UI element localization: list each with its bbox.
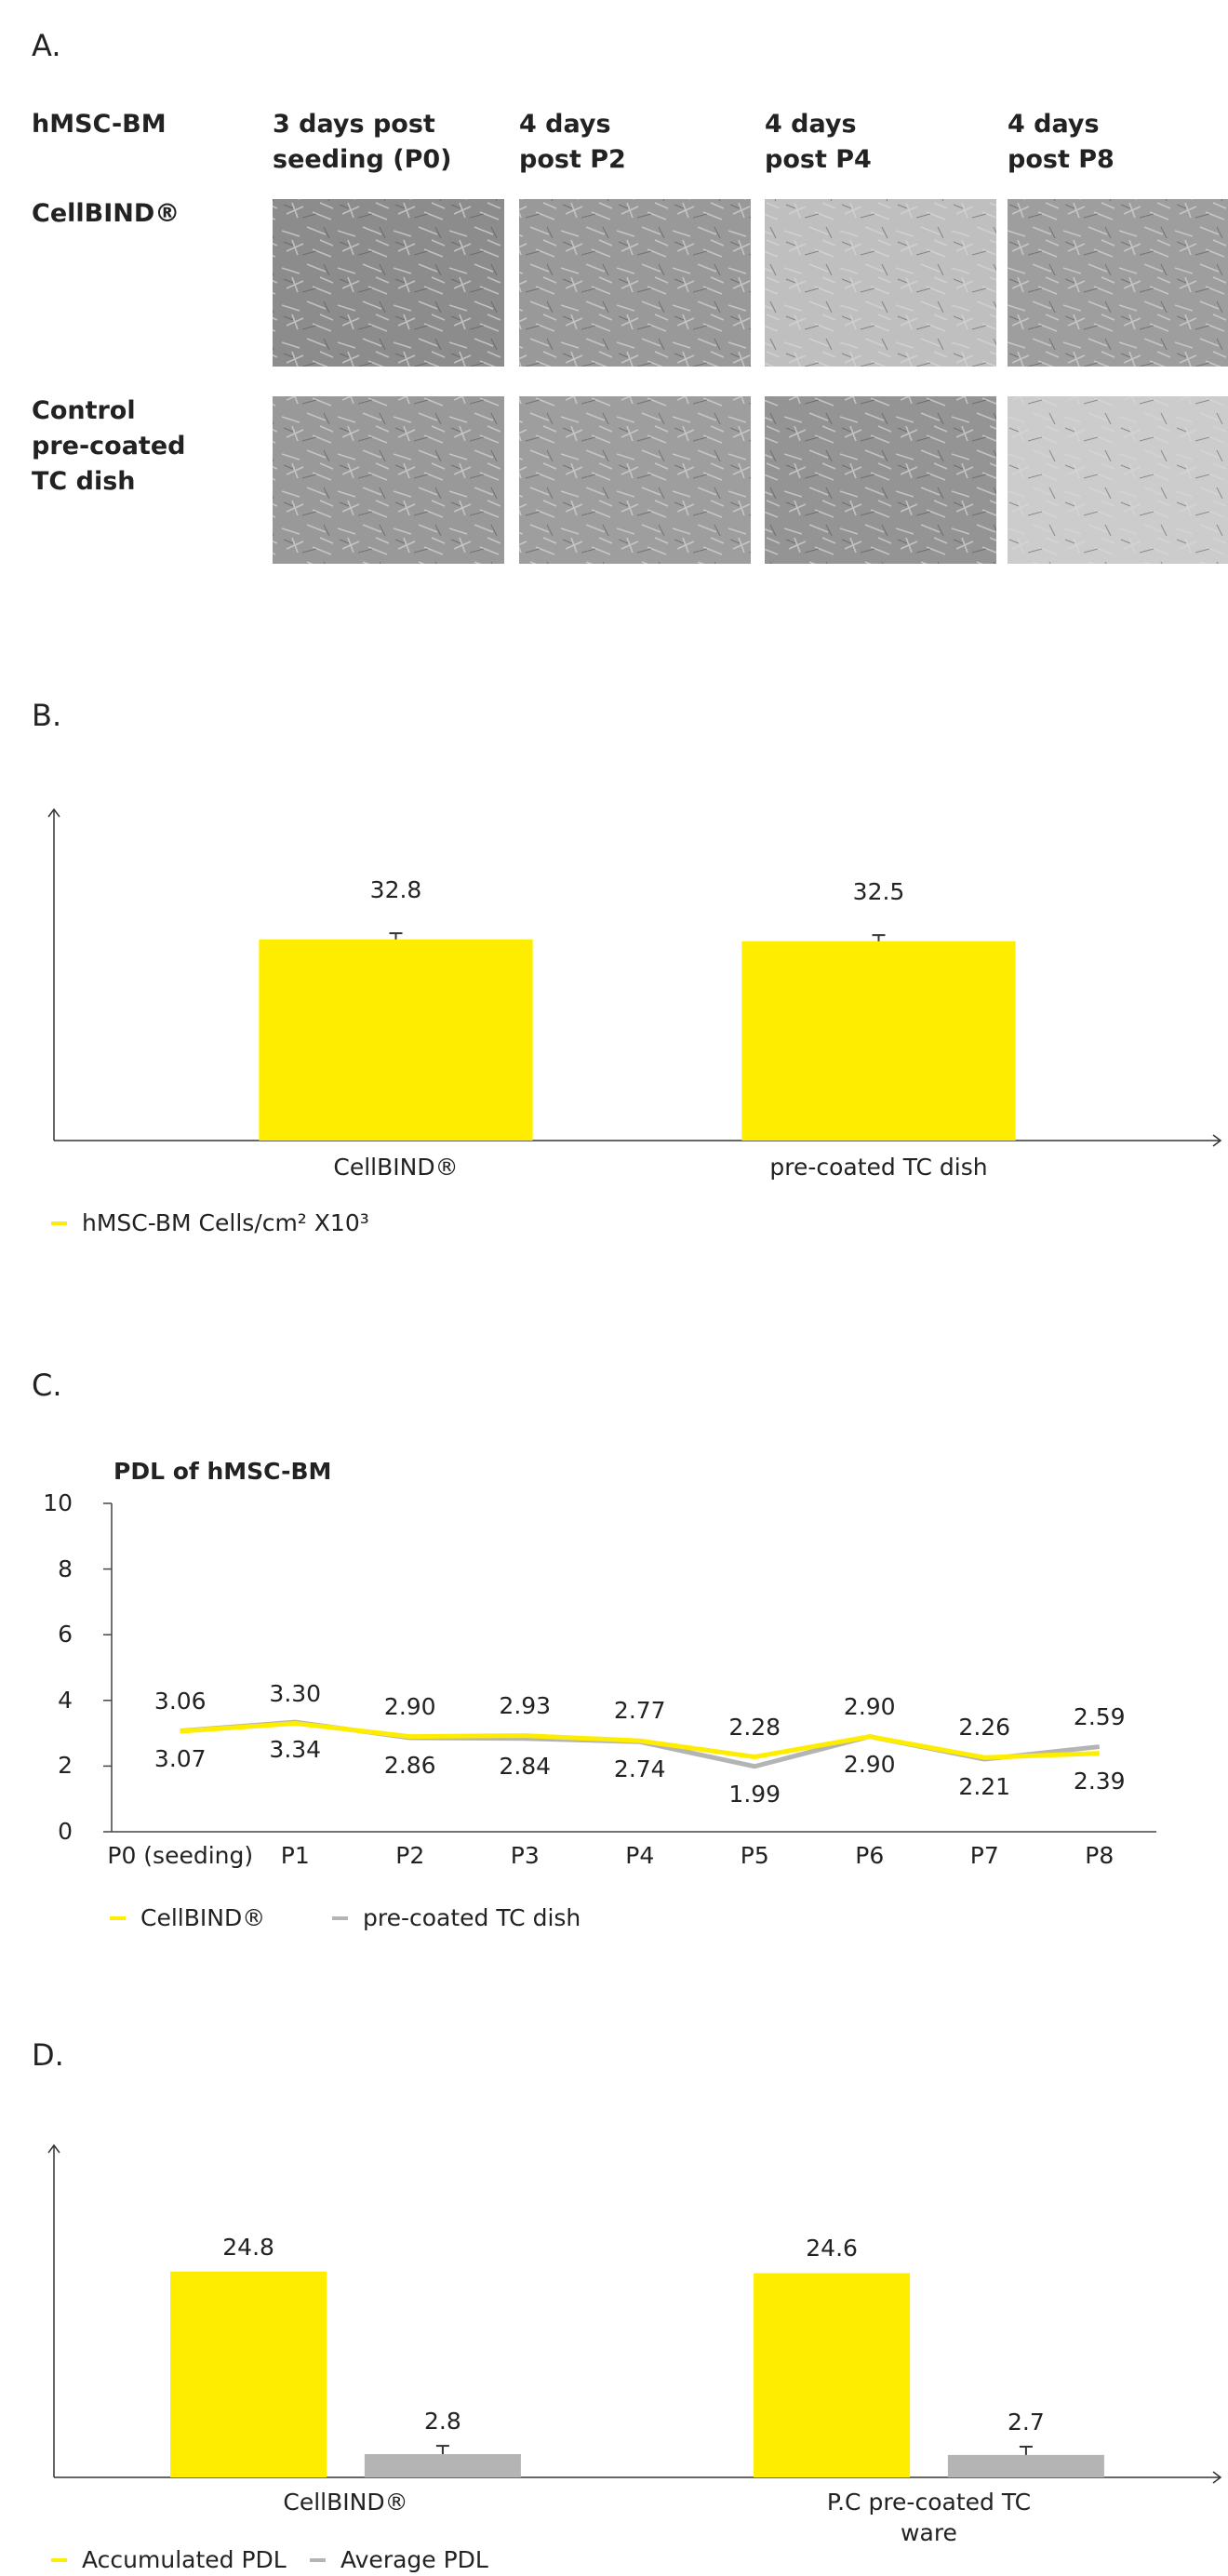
- x-tick-label: P5: [740, 1841, 769, 1869]
- value-label: 32.8: [369, 875, 422, 903]
- micrograph-texture: [765, 199, 996, 367]
- micrograph-texture: [519, 396, 751, 564]
- bar: [364, 2454, 521, 2477]
- value-label: 3.30: [269, 1679, 322, 1707]
- axis-arrow: [47, 808, 60, 818]
- micrograph-texture: [1008, 396, 1228, 564]
- value-label: 2.90: [843, 1750, 896, 1778]
- value-label: 2.39: [1073, 1767, 1126, 1795]
- legend-label: pre-coated TC dish: [363, 1903, 581, 1931]
- x-tick-label: CellBIND®: [283, 2488, 408, 2516]
- value-label: 2.93: [499, 1691, 552, 1719]
- line: [180, 1721, 1100, 1760]
- x-tick-label: P4: [625, 1841, 655, 1869]
- bar: [259, 939, 533, 1141]
- axis-arrow: [1212, 1134, 1222, 1147]
- value-label: 3.34: [269, 1735, 322, 1763]
- column-header: post P8: [1008, 145, 1115, 175]
- column-header: post P4: [765, 145, 872, 175]
- column-header: 4 days: [1008, 110, 1100, 140]
- row-label: TC dish: [32, 467, 136, 497]
- bar: [754, 2273, 911, 2477]
- panel-label: B.: [32, 698, 62, 734]
- column-header: post P2: [519, 145, 626, 175]
- value-label: 2.77: [613, 1696, 666, 1724]
- value-label: 32.5: [852, 877, 905, 905]
- value-label: 2.90: [843, 1692, 896, 1720]
- x-tick-label: CellBIND®: [333, 1153, 459, 1181]
- panel-label: C.: [32, 1368, 62, 1404]
- panel-label: D.: [32, 2037, 64, 2074]
- micrograph-texture: [519, 199, 751, 367]
- value-label: 2.7: [1008, 2408, 1045, 2436]
- value-label: 2.74: [613, 1755, 666, 1783]
- error-bar: [1019, 2445, 1033, 2455]
- legend-label: hMSC-BM Cells/cm² X10³: [82, 1208, 369, 1236]
- legend-label: CellBIND®: [140, 1903, 266, 1931]
- legend-label: Average PDL: [340, 2545, 488, 2573]
- legend-label: Accumulated PDL: [82, 2545, 287, 2573]
- axis-arrow: [1212, 2471, 1222, 2484]
- x-tick-label: P6: [855, 1841, 885, 1869]
- y-tick-label: 6: [58, 1620, 73, 1648]
- value-label: 2.86: [383, 1751, 436, 1779]
- x-tick-label: P1: [280, 1841, 310, 1869]
- value-label: 2.90: [383, 1692, 436, 1720]
- micrograph-texture: [273, 396, 504, 564]
- micrograph-texture: [273, 199, 504, 367]
- value-label: 2.28: [728, 1713, 781, 1741]
- x-tick-label: P.C pre-coated TC ware: [826, 2488, 1032, 2546]
- value-label: 2.26: [958, 1713, 1011, 1741]
- column-header: 4 days: [765, 110, 857, 140]
- bar: [947, 2454, 1104, 2477]
- value-label: 3.07: [154, 1744, 207, 1772]
- chart-title: PDL of hMSC-BM: [113, 1457, 332, 1485]
- row-header: hMSC-BM: [32, 110, 167, 140]
- value-label: 24.6: [806, 2235, 858, 2262]
- axis-arrow: [47, 2143, 60, 2154]
- micrograph-texture: [1008, 199, 1228, 367]
- value-label: 3.06: [154, 1687, 207, 1715]
- value-label: 2.84: [499, 1752, 552, 1780]
- x-tick-label: P7: [969, 1841, 999, 1869]
- y-tick-label: 10: [43, 1488, 73, 1516]
- value-label: 24.8: [222, 2233, 274, 2261]
- row-label: Control: [32, 396, 136, 426]
- y-tick-label: 4: [58, 1686, 73, 1714]
- column-header: 4 days: [519, 110, 611, 140]
- micrograph-texture: [765, 396, 996, 564]
- x-tick-label: pre-coated TC dish: [769, 1153, 988, 1181]
- panel-label: A.: [32, 28, 61, 64]
- y-tick-label: 8: [58, 1555, 73, 1582]
- error-bar: [435, 2445, 449, 2455]
- column-header: 3 days post: [273, 110, 435, 140]
- value-label: 2.59: [1073, 1702, 1126, 1730]
- row-label: CellBIND®: [32, 199, 180, 229]
- column-header: seeding (P0): [273, 145, 452, 175]
- bar: [741, 941, 1016, 1141]
- x-tick-label: P3: [510, 1841, 540, 1869]
- value-label: 2.21: [958, 1772, 1011, 1800]
- x-tick-label: P0 (seeding): [107, 1841, 254, 1869]
- row-label: pre-coated: [32, 432, 186, 461]
- x-tick-label: P2: [395, 1841, 425, 1869]
- error-bar: [389, 932, 403, 940]
- y-tick-label: 2: [58, 1752, 73, 1780]
- error-bar: [872, 934, 886, 941]
- value-label: 2.8: [424, 2407, 461, 2435]
- x-tick-label: P8: [1085, 1841, 1115, 1869]
- bar: [170, 2271, 327, 2477]
- y-tick-label: 0: [58, 1817, 73, 1845]
- value-label: 1.99: [728, 1780, 781, 1808]
